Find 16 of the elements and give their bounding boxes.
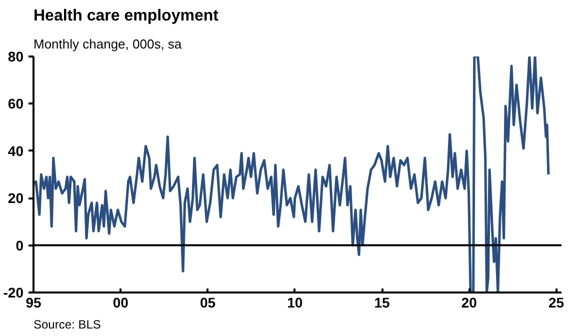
- y-tick-label: 0: [16, 237, 24, 254]
- chart-subtitle: Monthly change, 000s, sa: [34, 36, 182, 52]
- source-note: Source: BLS: [34, 318, 101, 332]
- y-tick-label: 60: [8, 96, 24, 112]
- y-tick-label: -20: [3, 284, 24, 300]
- x-tick-label: 20: [461, 294, 478, 310]
- y-tick-label: 80: [8, 48, 24, 64]
- x-tick-label: 25: [548, 294, 564, 310]
- chart-title: Health care employment: [34, 8, 220, 24]
- y-tick-label: 40: [8, 142, 24, 159]
- x-tick-label: 05: [200, 294, 216, 310]
- x-tick-label: 15: [374, 294, 390, 310]
- y-tick-label: 20: [8, 190, 24, 206]
- x-tick-label: 00: [112, 294, 129, 310]
- x-tick-label: 95: [26, 294, 42, 310]
- x-tick-label: 10: [287, 294, 303, 310]
